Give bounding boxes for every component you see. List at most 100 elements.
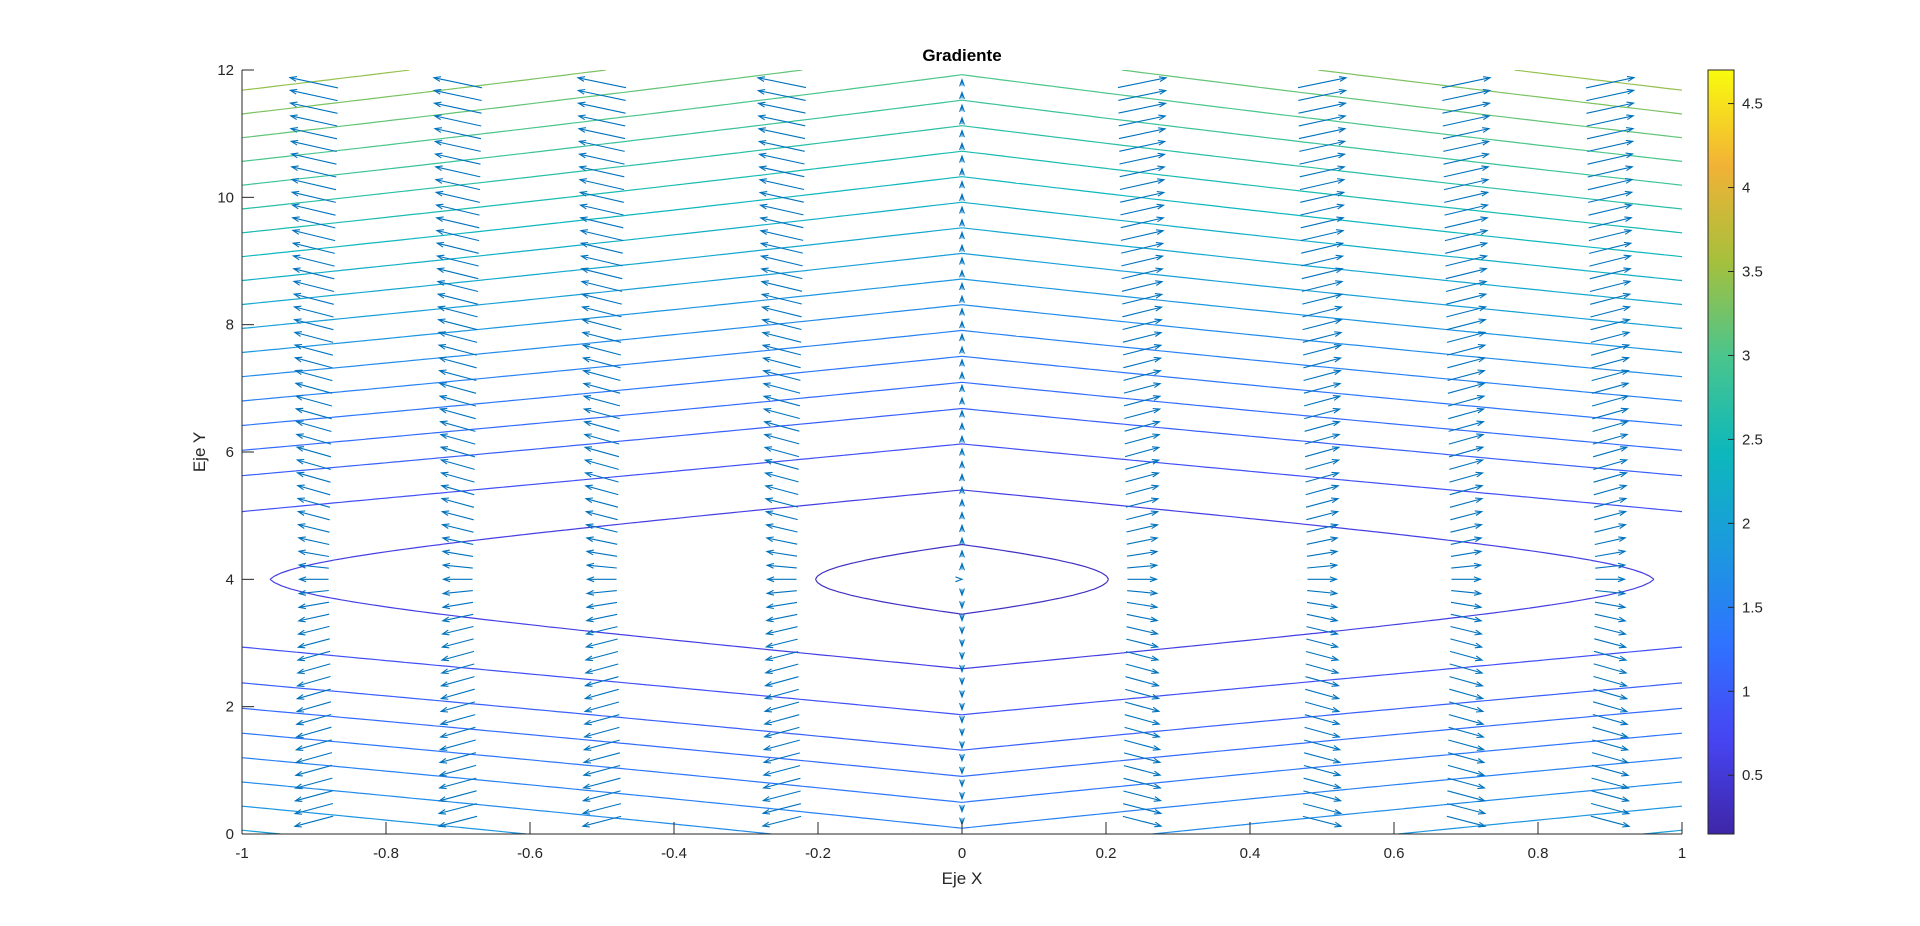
gradient-arrow	[290, 115, 338, 127]
gradient-arrow	[1594, 510, 1626, 521]
gradient-arrow	[1122, 319, 1162, 331]
gradient-arrow-head	[959, 409, 965, 418]
gradient-arrow-head	[1619, 706, 1629, 713]
contour-lines	[242, 70, 1682, 834]
gradient-arrow-head	[1330, 523, 1340, 530]
gradient-arrow-head	[765, 589, 775, 596]
gradient-arrow	[1451, 564, 1481, 569]
gradient-arrow	[585, 498, 619, 508]
gradient-arrow-head	[1480, 190, 1490, 197]
contour-level-8	[242, 304, 1682, 834]
gradient-arrow	[759, 166, 805, 178]
chart-title: Gradiente	[922, 46, 1001, 65]
gradient-arrow-head	[294, 783, 303, 790]
gradient-arrow	[297, 663, 331, 674]
gradient-arrow-head	[578, 178, 587, 184]
gradient-arrow-head	[1336, 216, 1345, 223]
gradient-arrow-head	[584, 642, 594, 649]
gradient-arrow	[440, 726, 476, 738]
gradient-arrow	[1122, 306, 1162, 318]
gradient-arrow	[292, 217, 336, 229]
gradient-arrow-head	[760, 280, 769, 286]
gradient-arrow	[442, 537, 474, 545]
gradient-arrow-head	[585, 549, 595, 556]
gradient-arrow	[1594, 524, 1626, 533]
gradient-arrow-head	[292, 292, 302, 299]
gradient-arrow	[579, 153, 625, 165]
gradient-arrow-head	[959, 230, 965, 240]
gradient-arrow	[294, 344, 334, 356]
gradient-arrow-head	[1329, 549, 1339, 556]
gradient-arrow	[587, 564, 617, 569]
gradient-arrow-head	[1473, 562, 1483, 569]
gradient-arrow-head	[585, 603, 595, 610]
gradient-arrow	[1125, 498, 1159, 508]
gradient-arrow	[764, 421, 800, 432]
gradient-arrow-head	[577, 127, 586, 133]
gradient-arrow-head	[1619, 681, 1629, 687]
gradient-arrow-head	[959, 103, 965, 112]
gradient-arrow-head	[1157, 140, 1167, 146]
gradient-arrow-head	[1153, 796, 1163, 802]
gradient-arrow	[297, 497, 331, 508]
gradient-arrow-head	[1478, 821, 1487, 828]
gradient-arrow	[1592, 713, 1628, 725]
gradient-arrow-head	[297, 603, 306, 610]
gradient-arrows	[288, 76, 1636, 828]
gradient-arrow-head	[1479, 267, 1488, 274]
colorbar-tick-label: 2.5	[1742, 431, 1763, 448]
gradient-arrow-head	[1332, 395, 1342, 401]
gradient-arrow	[759, 140, 805, 152]
gradient-arrow-head	[1477, 369, 1486, 376]
gradient-arrow	[441, 676, 475, 687]
gradient-arrow	[760, 230, 804, 241]
gradient-arrow-head	[290, 203, 300, 210]
gradient-arrow	[583, 777, 621, 789]
gradient-arrow-head	[576, 101, 586, 108]
gradient-arrow-head	[1153, 808, 1163, 815]
gradient-arrow-head	[758, 178, 767, 184]
gradient-arrow	[295, 357, 333, 369]
gradient-arrow-head	[293, 809, 303, 815]
gradient-arrow-head	[1154, 293, 1164, 299]
gradient-arrow	[584, 701, 620, 712]
gradient-arrow-head	[295, 471, 305, 478]
gradient-arrow-head	[764, 629, 774, 636]
gradient-arrow	[580, 204, 624, 216]
gradient-arrow	[441, 472, 475, 483]
gradient-arrow	[1118, 115, 1166, 127]
gradient-arrow-head	[1331, 471, 1341, 478]
gradient-arrow-head	[1151, 668, 1160, 674]
gradient-arrow	[1594, 550, 1626, 558]
gradient-arrow	[1305, 676, 1339, 687]
gradient-arrow-head	[583, 694, 593, 700]
gradient-arrow-head	[959, 434, 965, 443]
gradient-arrow-head	[1335, 267, 1344, 274]
gradient-arrow	[1591, 777, 1629, 789]
gradient-arrow	[438, 319, 478, 331]
gradient-arrow	[435, 179, 481, 191]
gradient-arrow-head	[296, 668, 305, 675]
gradient-arrow-head	[1149, 549, 1159, 556]
gradient-arrow-head	[1332, 407, 1342, 414]
gradient-arrow-head	[1338, 101, 1348, 108]
gradient-arrow-head	[1150, 497, 1160, 504]
gradient-arrow	[1298, 115, 1346, 127]
gradient-arrow-head	[1476, 745, 1486, 751]
gradient-arrow-head	[1337, 139, 1347, 146]
gradient-arrow-head	[581, 356, 591, 363]
gradient-arrow	[289, 77, 339, 89]
gradient-arrow-head	[1153, 344, 1163, 350]
gradient-arrow-head	[1337, 165, 1346, 172]
gradient-arrow-head	[1474, 523, 1484, 529]
gradient-arrow	[1593, 472, 1627, 483]
gradient-arrow	[1443, 166, 1489, 178]
gradient-arrow	[766, 601, 798, 608]
gradient-arrow-head	[438, 382, 447, 388]
gradient-arrow-head	[762, 395, 772, 401]
gradient-arrow	[439, 382, 477, 394]
gradient-arrow	[764, 701, 800, 712]
gradient-arrow-head	[763, 446, 773, 452]
colorbar-tick-label: 2	[1742, 515, 1750, 532]
gradient-arrow	[1117, 77, 1167, 89]
